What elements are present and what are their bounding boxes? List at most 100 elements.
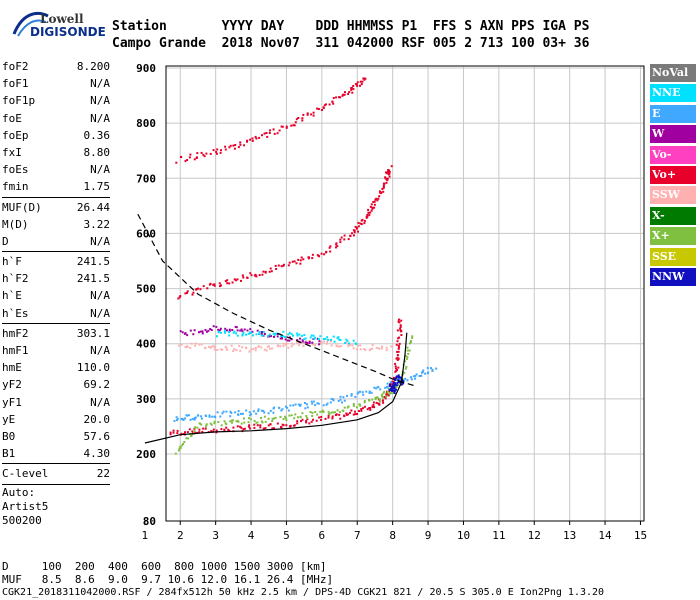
data-point [339,96,342,99]
data-point [201,430,204,433]
data-point [260,420,263,423]
data-point [184,431,186,434]
data-point [192,333,195,336]
x-tick-label: 4 [248,529,255,542]
data-point [318,416,321,419]
data-point [245,333,248,336]
data-point [369,408,372,411]
data-point [306,406,309,409]
data-point [285,424,288,427]
data-point [334,411,337,414]
data-point [230,412,233,414]
data-point [301,418,304,421]
footer-line1: D 100 200 400 600 800 1000 1500 3000 [km… [2,560,327,573]
data-point [336,409,339,412]
data-point [312,418,314,421]
data-point [273,406,275,409]
param-value: 57.6 [83,429,111,443]
data-point [184,417,187,420]
data-point [260,333,263,335]
data-point [404,367,407,370]
data-point [233,147,236,150]
data-point [338,96,340,99]
param-value: 26.44 [76,200,110,214]
data-point [378,398,381,401]
data-point [257,345,260,348]
data-point [233,348,236,350]
data-point [397,320,400,323]
data-point [312,400,315,403]
data-point [249,418,252,421]
data-point [175,416,178,419]
data-point [395,343,398,346]
data-point [373,386,376,389]
data-point [411,335,414,338]
data-point [218,329,221,332]
data-point [222,410,225,413]
data-point [373,200,376,203]
data-point [180,343,183,346]
data-point [259,424,262,427]
data-point [363,400,366,402]
data-point [223,420,226,423]
data-point [212,149,215,152]
data-point [209,328,212,330]
data-point [372,401,375,404]
data-point [193,158,196,161]
data-point [332,399,335,402]
param-value: 22 [96,467,110,481]
data-point [196,426,199,429]
data-point [360,409,363,412]
data-point [379,388,382,391]
data-point [210,423,213,426]
data-point [279,337,282,340]
data-point [198,422,201,425]
station-header: Station YYYY DAY DDD HHMMSS P1 FFS S AXN… [112,18,589,52]
data-point [330,344,333,347]
data-point [391,390,394,392]
data-point [409,342,411,345]
data-point [323,340,325,343]
data-point [243,427,246,430]
param-row: fmin 1.75 [2,178,110,195]
data-point [366,408,369,411]
data-point [219,331,222,334]
data-point [224,422,227,425]
data-point [339,339,342,341]
data-point [371,207,374,210]
data-point [248,424,251,427]
auto-line1: Auto: [2,486,36,499]
y-tick-label: 800 [136,117,156,130]
data-point [329,340,332,343]
data-point [253,420,256,422]
data-point [232,349,235,352]
data-point [255,137,258,140]
data-point [247,425,250,428]
data-point [221,348,224,351]
data-point [397,350,400,353]
data-point [280,409,283,412]
data-point [292,343,295,346]
data-point [291,260,294,263]
data-point [345,338,348,341]
series-e [173,367,438,422]
data-point [399,329,402,332]
data-point [229,420,232,423]
data-point [172,431,175,434]
data-point [204,414,207,417]
data-point [200,417,203,420]
data-point [287,346,290,349]
data-point [260,416,262,419]
data-point [293,424,296,427]
param-row: fxI 8.80 [2,144,110,161]
data-point [386,177,389,180]
data-point [221,412,224,415]
data-point [396,356,399,359]
param-row: B0 57.6 [2,428,110,445]
data-point [219,151,222,154]
data-point [289,404,292,407]
data-point [268,333,271,336]
data-point [400,334,403,336]
data-point [351,91,354,94]
